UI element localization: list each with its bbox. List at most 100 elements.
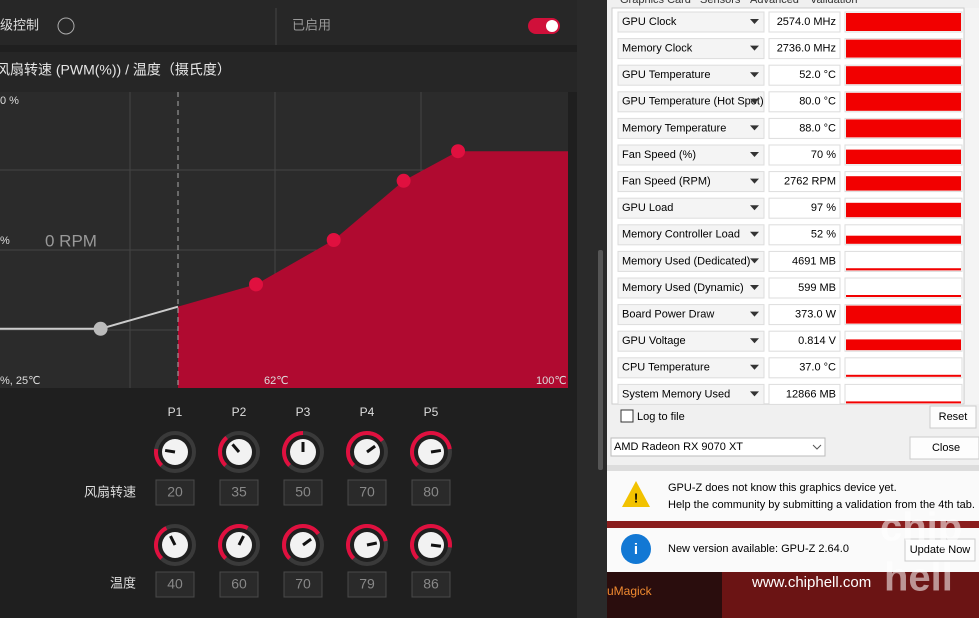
graph xyxy=(846,39,961,58)
name-box[interactable] xyxy=(617,383,765,405)
value-box xyxy=(768,383,841,405)
reset-button[interactable] xyxy=(929,405,977,429)
point-label: P5 xyxy=(424,405,439,419)
name-box[interactable] xyxy=(617,330,765,352)
value-box xyxy=(768,250,841,272)
panel-title: 风扇转速 (PWM(%)) / 温度（摄氏度） xyxy=(0,62,231,78)
value-text: 86 xyxy=(423,576,439,592)
value-box[interactable] xyxy=(155,571,195,598)
curve-point[interactable] xyxy=(326,233,341,247)
value-box[interactable] xyxy=(219,479,259,506)
warning-box xyxy=(607,471,979,521)
select-arrow xyxy=(812,444,822,450)
dropdown-arrow xyxy=(750,231,759,237)
sensor-value: 12866 MB xyxy=(786,388,836,400)
tab[interactable]: Graphics Card xyxy=(620,0,691,6)
knob-arc xyxy=(346,431,384,467)
tab[interactable]: Sensors xyxy=(700,0,741,6)
value-box[interactable] xyxy=(411,479,451,506)
tab[interactable]: Validation xyxy=(810,0,858,6)
top-label: 级控制 xyxy=(0,17,39,32)
name-box[interactable] xyxy=(617,250,765,272)
value-box[interactable] xyxy=(283,571,323,598)
sensor-value: 2574.0 MHz xyxy=(777,16,836,28)
title-bar xyxy=(0,52,577,92)
dropdown-arrow xyxy=(750,258,759,264)
value-box xyxy=(768,38,841,60)
name-box[interactable] xyxy=(617,11,765,33)
warning-icon xyxy=(622,481,650,507)
dropdown-arrow xyxy=(750,311,759,317)
name-box[interactable] xyxy=(617,224,765,246)
curve-area xyxy=(178,151,568,388)
curve-point[interactable] xyxy=(396,173,411,188)
sensor-value: 80.0 °C xyxy=(799,96,836,108)
knob-arc xyxy=(154,526,168,560)
graph xyxy=(846,176,961,191)
name-box[interactable] xyxy=(617,38,765,60)
value-text: 60 xyxy=(231,576,247,592)
zero-rpm: 0 RPM xyxy=(45,231,97,250)
name-box[interactable] xyxy=(617,117,765,139)
device: AMD Radeon RX 9070 XT xyxy=(614,441,743,453)
sensor-value: 373.0 W xyxy=(795,309,837,321)
knob-pointer xyxy=(366,541,378,547)
dropdown-arrow xyxy=(750,125,759,131)
knob-arc xyxy=(218,436,229,467)
knob-pointer xyxy=(430,543,442,548)
dropdown-arrow xyxy=(750,391,759,397)
graph xyxy=(846,119,961,138)
name-box[interactable] xyxy=(617,144,765,166)
value-box xyxy=(768,357,841,379)
graph-bg xyxy=(844,383,963,405)
value-box[interactable] xyxy=(411,571,451,598)
warning-line: Help the community by submitting a valid… xyxy=(668,499,975,511)
dropdown-arrow xyxy=(750,72,759,78)
value-text: 79 xyxy=(359,576,375,592)
checkbox[interactable] xyxy=(620,409,634,423)
name-box[interactable] xyxy=(617,197,765,219)
sensor-value: 97 % xyxy=(811,202,836,214)
sensor-value: 88.0 °C xyxy=(799,122,836,134)
sensor-scroll[interactable] xyxy=(965,8,979,404)
value-box xyxy=(768,171,841,193)
name-box[interactable] xyxy=(617,277,765,299)
warning-line: GPU-Z does not know this graphics device… xyxy=(668,482,897,494)
name-box[interactable] xyxy=(617,304,765,326)
logo: chip xyxy=(880,506,962,550)
graph xyxy=(846,268,961,271)
status: 已启用 xyxy=(292,17,331,32)
curve-point[interactable] xyxy=(451,144,466,159)
sensor-name: System Memory Used xyxy=(622,388,730,400)
graph xyxy=(846,149,961,164)
value-box[interactable] xyxy=(283,479,323,506)
name-box[interactable] xyxy=(617,171,765,193)
sensor-value: 2736.0 MHz xyxy=(777,43,836,55)
tab[interactable]: Advanced xyxy=(750,0,799,6)
name-box[interactable] xyxy=(617,357,765,379)
update-button[interactable] xyxy=(904,538,976,562)
value-box[interactable] xyxy=(155,479,195,506)
curve-point[interactable] xyxy=(93,321,108,336)
value-box[interactable] xyxy=(219,571,259,598)
value-box[interactable] xyxy=(347,571,387,598)
top-row xyxy=(0,0,577,45)
sensor-name: GPU Temperature xyxy=(622,69,710,81)
dropdown-arrow xyxy=(750,152,759,157)
sensor-name: Memory Used (Dynamic) xyxy=(622,282,744,294)
device-select[interactable] xyxy=(610,437,826,457)
value-text: 70 xyxy=(359,484,375,500)
value-box xyxy=(768,91,841,113)
sensor-name: Memory Clock xyxy=(622,43,693,55)
curve-point[interactable] xyxy=(249,277,263,292)
name-box[interactable] xyxy=(617,64,765,86)
value-box[interactable] xyxy=(347,479,387,506)
knob-arc xyxy=(154,448,164,467)
scrollbar[interactable] xyxy=(598,250,603,470)
dropdown-arrow xyxy=(750,364,759,370)
info-mark: i xyxy=(634,541,638,558)
dropdown-arrow xyxy=(750,98,759,104)
info-icon[interactable] xyxy=(57,17,75,35)
close-button[interactable] xyxy=(909,436,979,460)
name-box[interactable] xyxy=(617,91,765,113)
